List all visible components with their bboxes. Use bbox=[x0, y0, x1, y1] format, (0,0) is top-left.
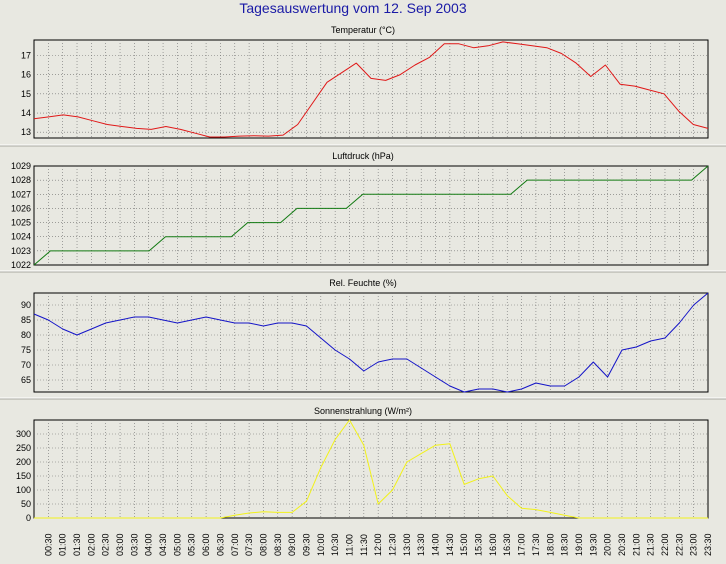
x-tick-label: 18:30 bbox=[560, 533, 570, 556]
y-tick-label: 100 bbox=[16, 485, 31, 495]
x-tick-label: 22:00 bbox=[660, 533, 670, 556]
series-line-4 bbox=[34, 419, 708, 519]
y-tick-label: 1025 bbox=[11, 218, 31, 228]
x-tick-label: 02:30 bbox=[101, 533, 111, 556]
plot-frame-1 bbox=[33, 39, 709, 139]
y-tick-label: 85 bbox=[21, 315, 31, 325]
x-tick-label: 08:00 bbox=[258, 533, 268, 556]
y-tick-label: 16 bbox=[21, 70, 31, 80]
y-tick-label: 13 bbox=[21, 127, 31, 137]
x-tick-label: 15:00 bbox=[459, 533, 469, 556]
x-tick-label: 09:00 bbox=[287, 533, 297, 556]
y-tick-label: 80 bbox=[21, 330, 31, 340]
x-tick-label: 13:30 bbox=[416, 533, 426, 556]
x-tick-label: 06:30 bbox=[215, 533, 225, 556]
x-tick-label: 23:30 bbox=[703, 533, 713, 556]
panel-title-2: Luftdruck (hPa) bbox=[332, 151, 394, 161]
y-tick-label: 17 bbox=[21, 50, 31, 60]
x-tick-label: 03:00 bbox=[115, 533, 125, 556]
plot-frame-3 bbox=[33, 292, 709, 393]
x-tick-label: 02:00 bbox=[86, 533, 96, 556]
x-tick-label: 01:00 bbox=[58, 533, 68, 556]
x-tick-label: 16:30 bbox=[502, 533, 512, 556]
y-tick-label: 70 bbox=[21, 360, 31, 370]
y-tick-label: 1029 bbox=[11, 161, 31, 171]
series-line-2 bbox=[33, 165, 709, 266]
x-tick-label: 11:00 bbox=[344, 534, 354, 556]
x-tick-label: 08:30 bbox=[273, 533, 283, 556]
x-tick-label: 07:00 bbox=[230, 533, 240, 556]
x-tick-label: 20:30 bbox=[617, 533, 627, 556]
series-line-1 bbox=[33, 41, 709, 138]
y-tick-label: 50 bbox=[21, 499, 31, 509]
y-tick-label: 75 bbox=[21, 345, 31, 355]
x-tick-label: 22:30 bbox=[674, 533, 684, 556]
x-tick-label: 12:00 bbox=[373, 533, 383, 556]
y-tick-label: 1023 bbox=[11, 246, 31, 256]
page-title: Tagesauswertung vom 12. Sep 2003 bbox=[239, 0, 466, 16]
y-tick-label: 15 bbox=[21, 89, 31, 99]
x-tick-label: 04:30 bbox=[158, 533, 168, 556]
plot-frame-4 bbox=[33, 419, 709, 519]
y-tick-label: 1026 bbox=[11, 203, 31, 213]
x-tick-label: 09:30 bbox=[301, 533, 311, 556]
x-tick-label: 06:00 bbox=[201, 533, 211, 556]
x-tick-label: 13:00 bbox=[402, 533, 412, 556]
y-tick-label: 1024 bbox=[11, 232, 31, 242]
x-tick-label: 23:00 bbox=[689, 533, 699, 556]
x-tick-label: 15:30 bbox=[474, 533, 484, 556]
x-tick-label: 10:30 bbox=[330, 533, 340, 556]
y-tick-label: 1028 bbox=[11, 175, 31, 185]
x-tick-label: 21:30 bbox=[646, 533, 656, 556]
y-tick-label: 65 bbox=[21, 375, 31, 385]
y-tick-label: 0 bbox=[26, 513, 31, 523]
series-line-3 bbox=[33, 292, 709, 393]
x-tick-label: 17:00 bbox=[517, 533, 527, 556]
x-tick-label: 19:00 bbox=[574, 533, 584, 556]
x-tick-label: 07:30 bbox=[244, 533, 254, 556]
x-tick-label: 05:30 bbox=[187, 533, 197, 556]
y-tick-label: 150 bbox=[16, 471, 31, 481]
x-tick-label: 20:00 bbox=[603, 533, 613, 556]
y-tick-label: 1027 bbox=[11, 189, 31, 199]
y-tick-label: 200 bbox=[16, 457, 31, 467]
x-tick-label: 16:00 bbox=[488, 533, 498, 556]
panel-title-1: Temperatur (°C) bbox=[331, 25, 395, 35]
x-tick-label: 00:30 bbox=[43, 533, 53, 556]
panel-title-4: Sonnenstrahlung (W/m²) bbox=[314, 406, 412, 416]
y-tick-label: 1022 bbox=[11, 260, 31, 270]
y-tick-label: 14 bbox=[21, 108, 31, 118]
x-tick-label: 18:00 bbox=[545, 533, 555, 556]
x-tick-label: 14:30 bbox=[445, 533, 455, 556]
x-tick-label: 03:30 bbox=[129, 533, 139, 556]
x-tick-label: 14:00 bbox=[431, 533, 441, 556]
plot-frame-2 bbox=[33, 165, 709, 266]
x-tick-label: 05:00 bbox=[172, 533, 182, 556]
x-tick-label: 21:00 bbox=[631, 533, 641, 556]
x-tick-label: 04:00 bbox=[144, 533, 154, 556]
x-tick-label: 10:00 bbox=[316, 533, 326, 556]
x-tick-label: 12:30 bbox=[388, 533, 398, 556]
x-tick-label: 01:30 bbox=[72, 533, 82, 556]
y-tick-label: 300 bbox=[16, 429, 31, 439]
y-tick-label: 90 bbox=[21, 300, 31, 310]
x-tick-label: 19:30 bbox=[588, 533, 598, 556]
x-tick-label: 11:30 bbox=[359, 534, 369, 556]
y-tick-label: 250 bbox=[16, 443, 31, 453]
panel-title-3: Rel. Feuchte (%) bbox=[329, 278, 397, 288]
x-tick-label: 17:30 bbox=[531, 533, 541, 556]
